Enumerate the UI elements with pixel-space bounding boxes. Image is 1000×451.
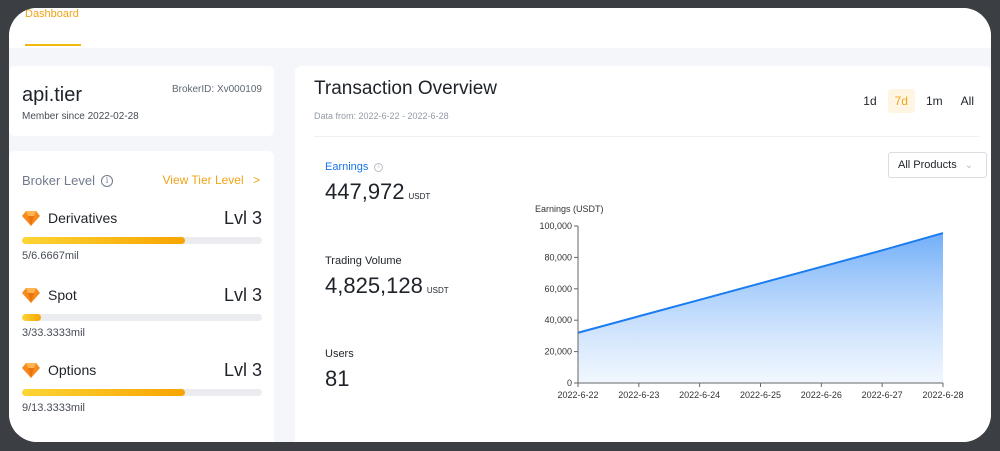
app-window: Dashboard api.tier Member since 2022-02-… <box>9 8 991 442</box>
product-filter-dropdown[interactable]: All Products ⌄ <box>888 152 987 178</box>
svg-text:2022-6-28: 2022-6-28 <box>922 390 963 400</box>
transaction-overview-card: Transaction Overview Data from: 2022-6-2… <box>295 66 991 442</box>
account-name: api.tier <box>22 84 83 106</box>
svg-text:2022-6-23: 2022-6-23 <box>618 390 659 400</box>
date-range: Data from: 2022-6-22 - 2022-6-28 <box>314 111 449 121</box>
member-since: Member since 2022-02-28 <box>22 111 139 122</box>
info-icon[interactable]: i <box>100 174 113 187</box>
period-all[interactable]: All <box>960 94 974 108</box>
stat-unit: USDT <box>426 286 449 295</box>
info-icon[interactable]: i <box>374 162 384 172</box>
top-nav: Dashboard <box>9 8 991 48</box>
broker-level-heading: Broker Level i <box>22 173 113 188</box>
period-selector: 1d 7d 1m All <box>856 89 981 113</box>
chevron-down-icon: ⌄ <box>964 159 974 171</box>
level-options: Options Lvl 3 9/13.3333mil <box>22 359 262 414</box>
view-tier-level-link[interactable]: View Tier Level > <box>162 173 260 187</box>
profile-card: api.tier Member since 2022-02-28 BrokerI… <box>9 66 274 136</box>
svg-text:100,000: 100,000 <box>539 221 572 231</box>
svg-text:Earnings (USDT): Earnings (USDT) <box>535 204 604 214</box>
stat-users: Users 81 <box>325 348 354 392</box>
overview-title: Transaction Overview <box>314 78 498 99</box>
svg-text:60,000: 60,000 <box>544 284 572 294</box>
progress-bar <box>22 314 262 321</box>
level-derivatives: Derivatives Lvl 3 5/6.6667mil <box>22 207 262 262</box>
progress-text: 5/6.6667mil <box>22 250 79 262</box>
diamond-icon <box>22 363 40 378</box>
stat-unit: USDT <box>408 192 431 201</box>
broker-level-title: Broker Level <box>22 173 95 188</box>
level-value: Lvl 3 <box>223 359 262 380</box>
stat-value: 447,972 <box>325 179 405 204</box>
broker-level-card: Broker Level i View Tier Level > Derivat… <box>9 151 274 442</box>
period-7d[interactable]: 7d <box>887 89 915 113</box>
svg-text:2022-6-27: 2022-6-27 <box>862 390 903 400</box>
level-value: Lvl 3 <box>223 284 262 305</box>
svg-text:2022-6-25: 2022-6-25 <box>740 390 781 400</box>
level-spot: Spot Lvl 3 3/33.3333mil <box>22 284 262 339</box>
svg-text:20,000: 20,000 <box>544 347 572 357</box>
level-name: Options <box>48 362 97 378</box>
svg-text:2022-6-24: 2022-6-24 <box>679 390 720 400</box>
svg-text:0: 0 <box>567 378 572 388</box>
period-1m[interactable]: 1m <box>925 94 943 108</box>
stat-value: 4,825,128 <box>325 273 423 298</box>
stat-trading-volume: Trading Volume 4,825,128 USDT <box>325 255 449 299</box>
stat-label: Trading Volume <box>325 255 402 267</box>
stat-label: Earnings <box>325 161 369 173</box>
progress-fill <box>22 389 186 396</box>
chevron-right-icon: > <box>252 173 260 187</box>
progress-text: 9/13.3333mil <box>22 402 85 414</box>
svg-text:2022-6-22: 2022-6-22 <box>557 390 598 400</box>
progress-fill <box>22 314 42 321</box>
stat-earnings: Earnings i 447,972 USDT <box>325 161 430 205</box>
active-tab-indicator <box>25 44 81 46</box>
progress-bar <box>22 237 262 244</box>
stat-value: 81 <box>325 366 350 391</box>
diamond-icon <box>22 211 40 226</box>
level-name: Spot <box>48 287 77 303</box>
divider <box>314 136 979 137</box>
level-value: Lvl 3 <box>223 207 262 228</box>
view-tier-label: View Tier Level <box>162 173 244 187</box>
level-name: Derivatives <box>48 210 118 226</box>
earnings-chart: Earnings (USDT) 0 20,000 40,000 60,000 80,000… <box>525 196 985 411</box>
progress-fill <box>22 237 186 244</box>
svg-text:40,000: 40,000 <box>544 315 572 325</box>
svg-text:80,000: 80,000 <box>544 252 572 262</box>
earnings-area-chart: Earnings (USDT) 0 20,000 40,000 60,000 80,000… <box>535 204 964 400</box>
stat-label: Users <box>325 348 354 360</box>
progress-bar <box>22 389 262 396</box>
diamond-icon <box>22 288 40 303</box>
progress-text: 3/33.3333mil <box>22 327 85 339</box>
tab-dashboard[interactable]: Dashboard <box>25 8 79 20</box>
svg-text:2022-6-26: 2022-6-26 <box>801 390 842 400</box>
period-1d[interactable]: 1d <box>863 94 877 108</box>
broker-id: BrokerID: Xv000109 <box>171 84 262 95</box>
product-filter-value: All Products <box>898 159 957 171</box>
